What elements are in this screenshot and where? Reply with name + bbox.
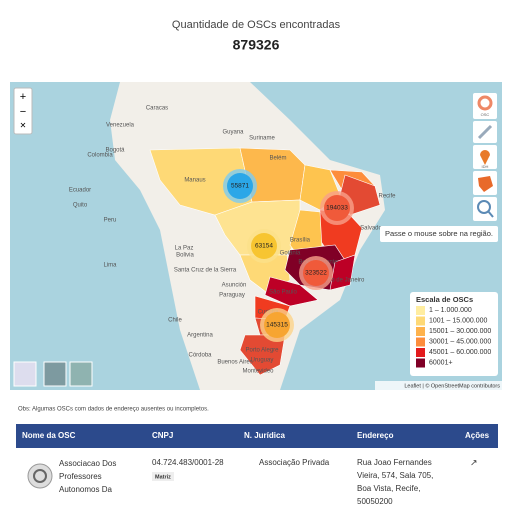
map-label: Colombia [87,153,113,159]
cluster[interactable] [227,173,253,199]
cluster[interactable] [324,195,350,221]
legend-item: 1 – 1.000.000 [429,307,472,314]
title: Quantidade de OSCs encontradas [172,19,341,31]
map-label: Quito [73,203,88,209]
zoom-box [13,87,33,135]
attribution-box [375,381,502,390]
note: Obs: Algumas OSCs com dados de endereço … [18,407,209,413]
zoom-out[interactable]: − [20,106,26,118]
map-label: Ecuador [69,188,91,194]
tag: Matriz [155,474,171,480]
icon-label: IDH [482,164,489,169]
tooltip: Passe o mouse sobre na região. [385,229,493,238]
map-label: Recife [378,194,396,200]
map-label: Belém [269,156,286,162]
map-label: Porto Alegre [245,348,279,354]
map-label: Buenos Aires [217,360,252,366]
map-label: Montevideo [242,369,274,375]
map-label: Caracas [146,106,168,112]
cluster-count: 63154 [255,243,273,250]
legend-item: 45001 – 60.000.000 [429,349,491,356]
action-link[interactable]: ↗ [470,457,478,467]
nature: Associação Privada [259,458,330,467]
column-header: Ações [465,431,490,440]
layer-icons[interactable]: OSC IDH [473,93,497,221]
column-header: N. Jurídica [244,431,285,440]
legend-item: 60001+ [429,359,453,366]
cluster-count: 194033 [326,205,348,212]
total: 879326 [233,37,280,53]
fullscreen[interactable]: ✕ [20,121,27,130]
map-label: Uruguay [251,358,274,364]
map-label: Salvador [360,226,384,232]
legend [410,292,498,376]
legend-swatch [416,348,425,357]
map-label: Córdoba [188,353,212,359]
cluster-count: 145315 [266,322,288,329]
cnpj: 04.724.483/0001-28 [152,458,224,467]
map-label: Asunción [222,283,247,289]
table-header [16,424,498,448]
osc-logo-inner [33,469,47,483]
cluster-count: 323522 [305,270,327,277]
legend-item: 1001 – 15.000.000 [429,317,487,324]
minimap-buttons[interactable] [13,361,93,387]
osc-logo [27,463,53,489]
legend-swatch [416,358,425,368]
map-label: Guyana [222,130,244,136]
legend-swatch [416,327,425,336]
map-label: Goiânia [280,251,301,257]
legend-item: 15001 – 30.000.000 [429,328,491,335]
map-label: Paraguay [219,293,245,299]
icon-label: OSC [481,112,490,117]
map-label: La Paz [175,246,194,252]
tooltip-box [380,226,498,242]
legend-swatch [416,306,425,315]
map-label: São Paulo [269,290,297,296]
cluster[interactable] [303,260,329,286]
column-header: CNPJ [152,431,173,440]
legend-swatch [416,337,425,347]
map-label: Venezuela [106,123,135,129]
map-label: Bogotá [105,148,125,154]
map-label: Manaus [184,178,205,184]
map-label: Peru [104,218,117,224]
zoom-in[interactable]: + [20,91,26,103]
map-label: Lima [103,263,117,269]
cluster[interactable] [251,233,277,259]
map-label: Santa Cruz de la Sierra [174,268,237,274]
tag-box [152,472,174,481]
map-label: Argentina [187,333,213,339]
map-label: Suriname [249,136,275,142]
map[interactable]: Venezuela Colombia Ecuador Peru Bolivia Parag… [10,82,502,390]
cluster-count: 55871 [231,183,249,190]
column-header: Endereço [357,431,394,440]
osc-name[interactable]: Associacao Dos Professores Autonomos Da [59,459,116,494]
legend-swatch [416,316,425,326]
map-label: Rio de Janeiro [326,278,365,284]
legend-title: Escala de OSCs [416,295,473,304]
address: Rua Joao Fernandes Vieira, 574, Sala 705,… [357,458,433,506]
column-header: Nome da OSC [22,431,76,440]
cluster[interactable] [264,312,290,338]
map-label: Brasília [290,238,311,244]
map-label: Bolivia [176,253,194,259]
map-label: Chile [168,318,182,324]
attribution[interactable]: Leaflet | © OpenStreetMap contributors [404,382,500,389]
legend-item: 30001 – 45.000.000 [429,338,491,345]
